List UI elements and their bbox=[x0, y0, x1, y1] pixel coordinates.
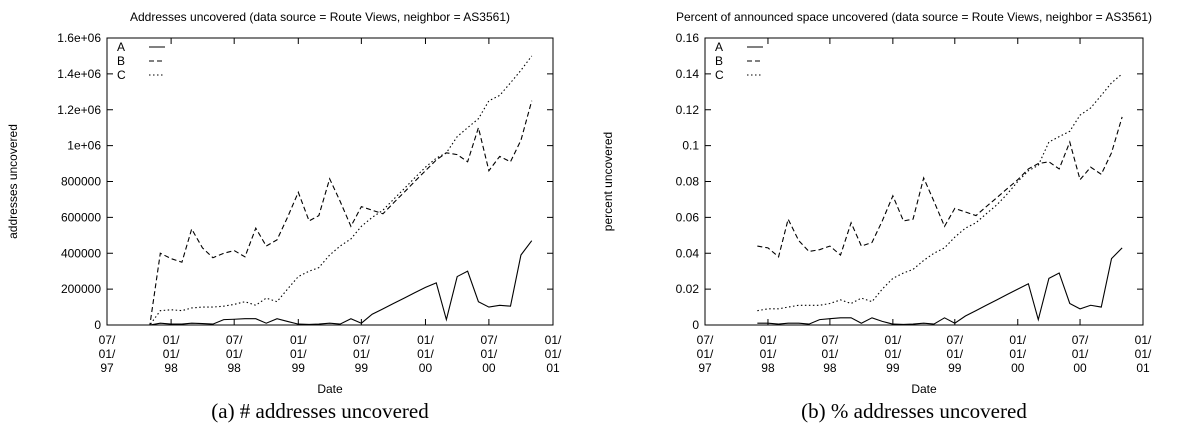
x-tick-label: 01/01/01 bbox=[1135, 333, 1152, 375]
y-tick-label: 200000 bbox=[61, 282, 101, 296]
data-line bbox=[757, 247, 1123, 326]
x-tick-label: 07/01/00 bbox=[1072, 333, 1089, 375]
legend-label: B bbox=[715, 54, 723, 68]
legend-label: A bbox=[117, 40, 125, 54]
x-tick-label: 01/01/99 bbox=[290, 333, 307, 375]
x-tick-label: 07/01/98 bbox=[822, 333, 839, 375]
x-tick-label: 01/01/98 bbox=[163, 333, 180, 375]
x-tick-label: 07/01/99 bbox=[946, 333, 963, 375]
x-tick-label: 07/01/97 bbox=[99, 333, 116, 375]
y-tick-label: 800000 bbox=[61, 175, 101, 189]
y-tick-label: 0.12 bbox=[676, 103, 700, 117]
y-tick-label: 0.14 bbox=[676, 67, 700, 81]
y-axis-label: addresses uncovered bbox=[6, 124, 20, 239]
data-line bbox=[107, 55, 533, 326]
y-tick-label: 0.16 bbox=[676, 31, 700, 45]
y-tick-label: 600000 bbox=[61, 210, 101, 224]
legend-label: A bbox=[715, 40, 723, 54]
x-tick-label: 01/01/00 bbox=[1009, 333, 1026, 375]
y-tick-label: 1.2e+06 bbox=[57, 103, 101, 117]
x-tick-label: 07/01/98 bbox=[226, 333, 243, 375]
y-axis-label: percent uncovered bbox=[601, 132, 615, 231]
x-tick-label: 01/01/01 bbox=[545, 333, 562, 375]
y-tick-label: 0.04 bbox=[676, 246, 700, 260]
y-tick-label: 1.4e+06 bbox=[57, 67, 101, 81]
x-tick-label: 07/01/97 bbox=[697, 333, 714, 375]
data-line bbox=[757, 73, 1123, 312]
x-axis-label: Date bbox=[317, 382, 343, 396]
legend-label: B bbox=[117, 54, 125, 68]
y-tick-label: 0.02 bbox=[676, 282, 700, 296]
legend-label: C bbox=[117, 68, 126, 82]
y-tick-label: 1e+06 bbox=[67, 139, 101, 153]
legend-label: C bbox=[715, 68, 724, 82]
data-line bbox=[757, 116, 1123, 258]
x-axis-label: Date bbox=[911, 382, 937, 396]
data-line bbox=[107, 100, 533, 326]
plot-frame bbox=[106, 37, 554, 326]
y-tick-label: 0.08 bbox=[676, 175, 700, 189]
x-tick-label: 01/01/00 bbox=[417, 333, 434, 375]
caption: (a) # addresses uncovered bbox=[211, 399, 429, 423]
y-tick-label: 0 bbox=[692, 318, 699, 332]
caption: (b) % addresses uncovered bbox=[801, 399, 1027, 423]
x-tick-label: 07/01/00 bbox=[481, 333, 498, 375]
x-tick-label: 07/01/99 bbox=[353, 333, 370, 375]
data-line bbox=[107, 240, 533, 326]
plot-frame bbox=[704, 37, 1144, 326]
y-tick-label: 0.1 bbox=[682, 139, 699, 153]
y-tick-label: 0.06 bbox=[676, 210, 700, 224]
x-tick-label: 01/01/98 bbox=[760, 333, 777, 375]
x-tick-label: 01/01/99 bbox=[885, 333, 902, 375]
chart-title: Addresses uncovered (data source = Route… bbox=[130, 10, 510, 24]
y-tick-label: 400000 bbox=[61, 246, 101, 260]
y-tick-label: 0 bbox=[94, 318, 101, 332]
y-tick-label: 1.6e+06 bbox=[57, 31, 101, 45]
chart-title: Percent of announced space uncovered (da… bbox=[676, 10, 1152, 24]
